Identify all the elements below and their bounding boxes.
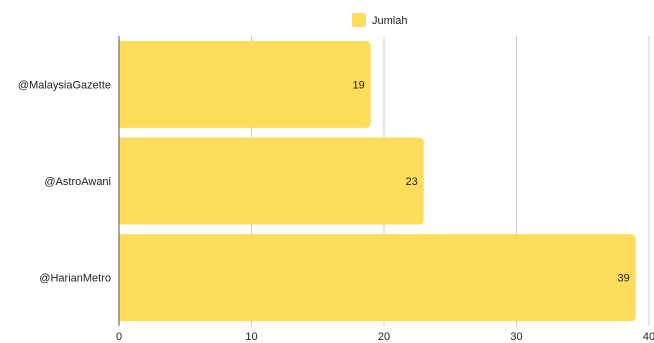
legend-label: Jumlah bbox=[372, 15, 407, 27]
x-axis: 0 10 20 30 40 bbox=[116, 36, 654, 343]
category-label: @HarianMetro bbox=[39, 273, 111, 285]
x-tick-label: 0 bbox=[116, 331, 122, 343]
bar bbox=[119, 40, 371, 128]
data-label: 23 bbox=[406, 176, 418, 188]
category-labels: @MalaysiaGazette @AstroAwani @HarianMetro bbox=[18, 79, 111, 284]
category-label: @AstroAwani bbox=[44, 176, 111, 188]
data-label: 19 bbox=[353, 79, 365, 91]
bar bbox=[119, 137, 424, 225]
x-tick-label: 20 bbox=[378, 331, 390, 343]
bars: 19 23 39 bbox=[119, 40, 636, 322]
bar bbox=[119, 234, 636, 322]
x-tick-label: 40 bbox=[643, 331, 654, 343]
x-tick-label: 10 bbox=[245, 331, 257, 343]
category-label: @MalaysiaGazette bbox=[18, 79, 111, 91]
legend-swatch bbox=[352, 13, 366, 27]
data-label: 39 bbox=[618, 273, 630, 285]
x-tick-label: 30 bbox=[510, 331, 522, 343]
legend: Jumlah bbox=[352, 13, 407, 27]
